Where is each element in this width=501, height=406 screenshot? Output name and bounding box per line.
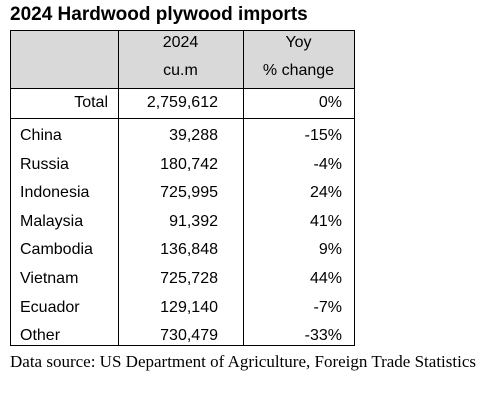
- row-label: Ecuador: [20, 298, 80, 316]
- row-change: -33%: [304, 327, 342, 345]
- border: [10, 30, 11, 346]
- source-note: Data source: US Department of Agricultur…: [10, 352, 476, 371]
- row-value: 180,742: [160, 155, 218, 173]
- border: [10, 345, 355, 346]
- row-value: 725,995: [160, 184, 218, 202]
- row-change: -15%: [304, 127, 342, 144]
- border: [10, 30, 355, 31]
- column-line: [118, 30, 119, 346]
- row-value: 725,728: [160, 270, 218, 287]
- row-value: 129,140: [160, 298, 218, 316]
- row-change: 24%: [309, 184, 342, 202]
- total-label: Total: [74, 94, 108, 111]
- row-label: Russia: [20, 155, 69, 173]
- row-label: Cambodia: [20, 241, 93, 259]
- row-label: Vietnam: [20, 270, 79, 287]
- total-value: 2,759,612: [146, 94, 218, 111]
- header-cell: % change: [262, 62, 335, 79]
- header-cell: cu.m: [163, 62, 198, 79]
- row-line: [10, 88, 355, 89]
- row-label: Other: [20, 327, 61, 345]
- header-cell: Yoy: [285, 34, 312, 51]
- row-change: -4%: [313, 155, 342, 173]
- row-value: 39,288: [169, 127, 218, 144]
- row-label: Malaysia: [20, 212, 84, 230]
- row-change: -7%: [313, 298, 342, 316]
- row-change: 41%: [309, 212, 342, 230]
- title: 2024 Hardwood plywood imports: [10, 4, 308, 25]
- row-change: 44%: [309, 270, 342, 287]
- border: [354, 30, 355, 346]
- header-shade: [10, 30, 354, 88]
- row-value: 136,848: [160, 241, 218, 259]
- total-change: 0%: [318, 94, 342, 111]
- row-label: China: [20, 127, 62, 144]
- row-value: 91,392: [169, 212, 218, 230]
- row-change: 9%: [318, 241, 342, 259]
- column-line: [243, 30, 244, 346]
- row-line: [10, 118, 355, 119]
- row-value: 730,479: [160, 327, 218, 345]
- header-cell: 2024: [162, 34, 199, 51]
- row-label: Indonesia: [20, 184, 90, 202]
